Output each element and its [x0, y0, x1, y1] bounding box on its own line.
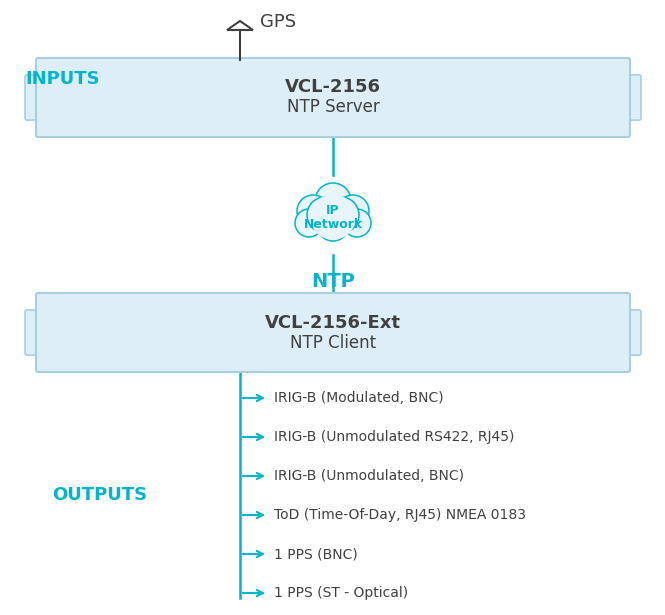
Text: NTP Server: NTP Server [287, 98, 379, 116]
FancyBboxPatch shape [623, 75, 641, 120]
Text: ToD (Time-Of-Day, RJ45) NMEA 0183: ToD (Time-Of-Day, RJ45) NMEA 0183 [274, 508, 526, 522]
FancyBboxPatch shape [623, 310, 641, 355]
Text: 1 PPS (BNC): 1 PPS (BNC) [274, 547, 358, 561]
Circle shape [337, 195, 369, 227]
Text: IRIG-B (Modulated, BNC): IRIG-B (Modulated, BNC) [274, 391, 444, 405]
Text: NTP: NTP [311, 272, 355, 291]
Text: VCL-2156-Ext: VCL-2156-Ext [265, 314, 401, 331]
Text: Network: Network [303, 218, 362, 231]
Circle shape [317, 209, 349, 241]
Text: IRIG-B (Unmodulated, BNC): IRIG-B (Unmodulated, BNC) [274, 469, 464, 483]
Text: NTP Client: NTP Client [290, 333, 376, 352]
Circle shape [343, 209, 371, 237]
Circle shape [315, 183, 351, 219]
FancyBboxPatch shape [25, 310, 43, 355]
Circle shape [295, 177, 371, 253]
Text: OUTPUTS: OUTPUTS [53, 486, 148, 504]
Text: GPS: GPS [260, 13, 296, 31]
Text: VCL-2156: VCL-2156 [285, 79, 381, 97]
Text: IP: IP [327, 205, 340, 218]
FancyBboxPatch shape [36, 293, 630, 372]
Circle shape [297, 195, 329, 227]
Circle shape [323, 197, 359, 233]
Circle shape [295, 209, 323, 237]
FancyBboxPatch shape [25, 75, 43, 120]
Polygon shape [227, 21, 253, 30]
Text: 1 PPS (ST - Optical): 1 PPS (ST - Optical) [274, 586, 408, 600]
Circle shape [307, 197, 343, 233]
Circle shape [310, 194, 356, 240]
Text: INPUTS: INPUTS [25, 71, 100, 89]
FancyBboxPatch shape [36, 58, 630, 137]
Text: IRIG-B (Unmodulated RS422, RJ45): IRIG-B (Unmodulated RS422, RJ45) [274, 430, 514, 444]
